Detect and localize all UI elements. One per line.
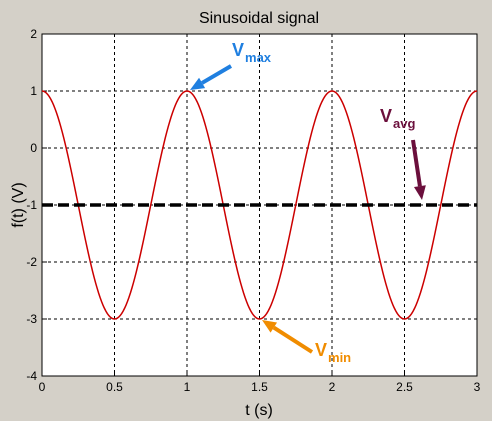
- y-tick-label: 2: [30, 27, 37, 41]
- annotation-main: V: [380, 106, 392, 126]
- annotation-avg-arrow-shaft: [411, 139, 422, 187]
- x-tick-label: 3: [474, 380, 481, 394]
- y-axis-label: f(t) (V): [10, 182, 27, 227]
- annotation-max-arrow-head: [190, 77, 206, 90]
- y-tick-label: -1: [26, 198, 37, 212]
- x-tick-label: 1.5: [251, 380, 268, 394]
- chart-title: Sinusoidal signal: [199, 10, 319, 27]
- x-axis-label: t (s): [245, 402, 273, 419]
- x-tick-label: 0: [39, 380, 46, 394]
- y-tick-label: -3: [26, 312, 37, 326]
- annotation-sub: max: [245, 50, 272, 65]
- x-tick-label: 1: [184, 380, 191, 394]
- annotation-min-label: Vmin: [315, 340, 351, 365]
- series-layer: [41, 90, 478, 320]
- annotation-avg-arrow-head: [413, 185, 426, 200]
- annotation-avg-label: Vavg: [380, 106, 415, 131]
- annotation-min-arrow-shaft: [272, 325, 314, 354]
- annotation-main: V: [315, 340, 327, 360]
- y-axis-ticks: -4 -3 -2 -1 0 1 2: [26, 27, 47, 383]
- annotation-max-arrow-shaft: [201, 64, 233, 85]
- x-tick-label: 2: [329, 380, 336, 394]
- x-tick-label: 0.5: [106, 380, 123, 394]
- y-tick-label: -2: [26, 255, 37, 269]
- annotation-min-arrow-head: [262, 320, 278, 333]
- annotation-sub: min: [328, 350, 351, 365]
- annotation-sub: avg: [393, 116, 415, 131]
- signal-line: [41, 90, 478, 320]
- y-tick-label: 1: [30, 84, 37, 98]
- x-tick-label: 2.5: [396, 380, 413, 394]
- y-tick-label: -4: [26, 369, 37, 383]
- annotation-max-label: Vmax: [232, 40, 272, 65]
- y-tick-label: 0: [30, 141, 37, 155]
- x-axis-ticks: 0 0.5 1 1.5 2 2.5 3: [39, 371, 481, 394]
- annotation-main: V: [232, 40, 244, 60]
